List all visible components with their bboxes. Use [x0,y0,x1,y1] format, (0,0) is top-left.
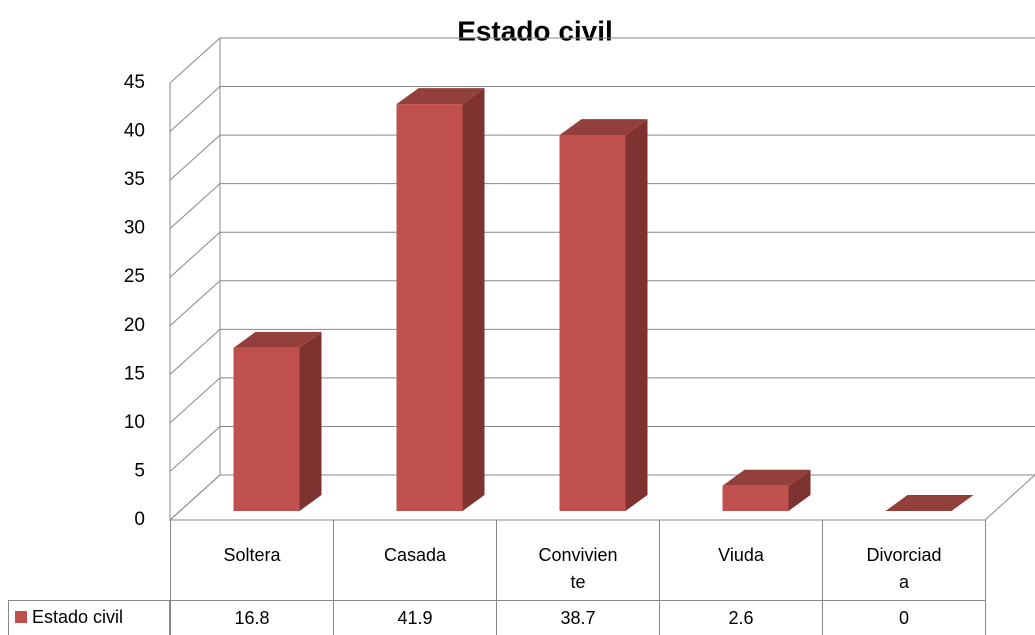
y-tick-label: 10 [124,412,145,433]
y-tick-label: 30 [124,218,145,239]
bar-top [885,495,974,511]
table-right-edge [985,520,986,635]
table-value-cell: 2.6 [659,600,822,635]
bar [396,104,463,512]
table-category-cell: Divorciada [822,520,985,600]
grid-line [169,231,221,278]
grid-line [169,86,221,132]
bar [559,135,626,511]
legend-swatch [15,611,27,623]
table-value-cell: 41.9 [333,600,496,635]
y-tick-label: 0 [134,509,145,530]
y-tick-label: 35 [124,169,145,190]
y-tick-label: 40 [124,121,145,142]
table-category-cell: Conviviente [496,520,659,600]
x-tick-label: Conviviente [538,545,618,592]
bar-side [788,469,811,511]
x-tick-label: Divorciada [866,545,942,592]
bar [722,485,789,511]
bar-top [559,119,648,136]
grid-line [169,280,221,327]
table-category-cell: Casada [333,520,496,600]
table-category-cell: Soltera [170,520,333,600]
chart-title: Estado civil [457,15,613,46]
bar-side [462,88,485,512]
grid-line [169,134,221,181]
bar-side [625,119,648,512]
y-tick-label: 45 [124,72,145,93]
bar-top [722,469,811,486]
x-tick-label: Viuda [718,545,764,565]
x-tick-label: Casada [383,545,447,565]
grid-line [169,426,221,472]
y-tick-label: 15 [124,363,145,384]
legend-label: Estado civil [32,607,124,627]
grid-line [169,377,221,424]
table-value-cell: 38.7 [496,600,659,635]
bar [233,347,300,511]
grid-line [169,37,221,84]
y-tick-label: 20 [124,315,145,336]
grid-line [169,328,221,375]
bar-side [299,331,322,511]
x-tick-label: Soltera [223,545,281,565]
y-tick-label: 25 [124,266,145,287]
table-value-cell: 0 [822,600,985,635]
bar-top [233,331,322,348]
table-value-cell: 16.8 [170,600,333,635]
bar-top [396,88,485,105]
grid-line [169,183,221,230]
y-tick-label: 5 [134,460,145,481]
table-category-cell: Viuda [659,520,822,600]
legend: Estado civil [8,600,170,635]
grid-line [169,474,221,521]
